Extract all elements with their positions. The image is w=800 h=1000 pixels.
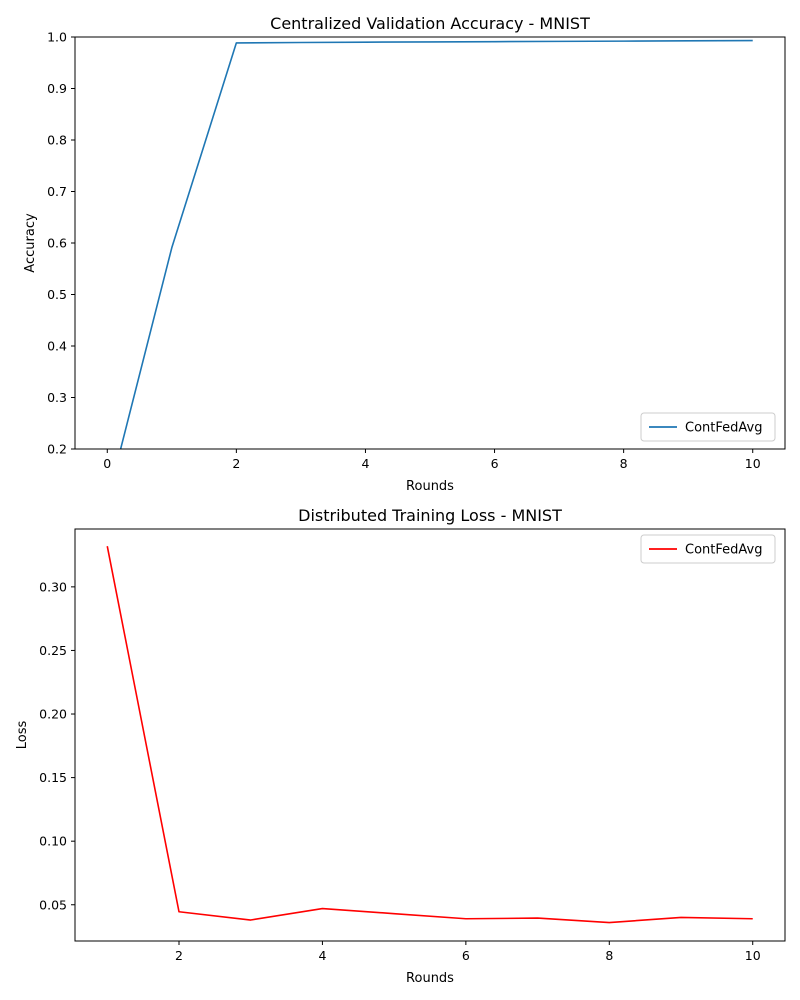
x-tick-label: 8 [605, 948, 613, 963]
x-tick-label: 4 [318, 948, 326, 963]
y-tick-label: 0.8 [47, 133, 67, 148]
y-tick-label: 0.15 [39, 770, 67, 785]
y-tick-label: 0.6 [47, 236, 67, 251]
y-tick-label: 0.4 [47, 339, 67, 354]
legend-label: ContFedAvg [685, 421, 762, 436]
chart-title: Distributed Training Loss - MNIST [298, 506, 562, 525]
series-line-1 [119, 39, 753, 449]
legend-box [640, 534, 776, 564]
legend: ContFedAvg [640, 412, 776, 442]
y-axis-label: Loss [15, 721, 30, 750]
x-tick-label: 10 [745, 456, 761, 471]
chart-2: Distributed Training Loss - MNIST 2 4 6 8 10 0… [15, 506, 786, 986]
y-tick-label: 0.5 [47, 287, 67, 302]
y-tick-label: 0.25 [39, 643, 67, 658]
y-tick-label: 0.9 [47, 81, 67, 96]
y-tick-label: 0.20 [39, 707, 67, 722]
y-tick-label: 0.2 [47, 442, 67, 457]
x-axis-label: Rounds [406, 479, 454, 494]
x-axis-label: Rounds [406, 971, 454, 986]
y-tick-label: 0.30 [39, 579, 67, 594]
x-tick-label: 10 [745, 948, 761, 963]
x-tick-label: 2 [175, 948, 183, 963]
x-tick-label: 6 [462, 948, 470, 963]
plot-frame [74, 528, 786, 942]
legend-box [640, 412, 776, 442]
y-tick-label: 0.7 [47, 184, 67, 199]
legend-label: ContFedAvg [685, 543, 762, 558]
chart-1: Centralized Validation Accuracy - MNIST 0… [23, 14, 786, 494]
y-tick-label: 1.0 [47, 30, 67, 45]
y-axis-label: Accuracy [23, 213, 38, 273]
y-tick-label: 0.10 [39, 834, 67, 849]
legend: ContFedAvg [640, 534, 776, 564]
y-tick-label: 0.3 [47, 390, 67, 405]
chart-title: Centralized Validation Accuracy - MNIST [270, 14, 590, 33]
x-tick-label: 2 [232, 456, 240, 471]
y-tick-label: 0.05 [39, 897, 67, 912]
plot-frame [74, 36, 786, 450]
x-tick-label: 6 [491, 456, 499, 471]
x-tick-label: 0 [103, 456, 111, 471]
x-tick-label: 4 [361, 456, 369, 471]
x-tick-label: 8 [620, 456, 628, 471]
series-line-1 [106, 546, 753, 924]
